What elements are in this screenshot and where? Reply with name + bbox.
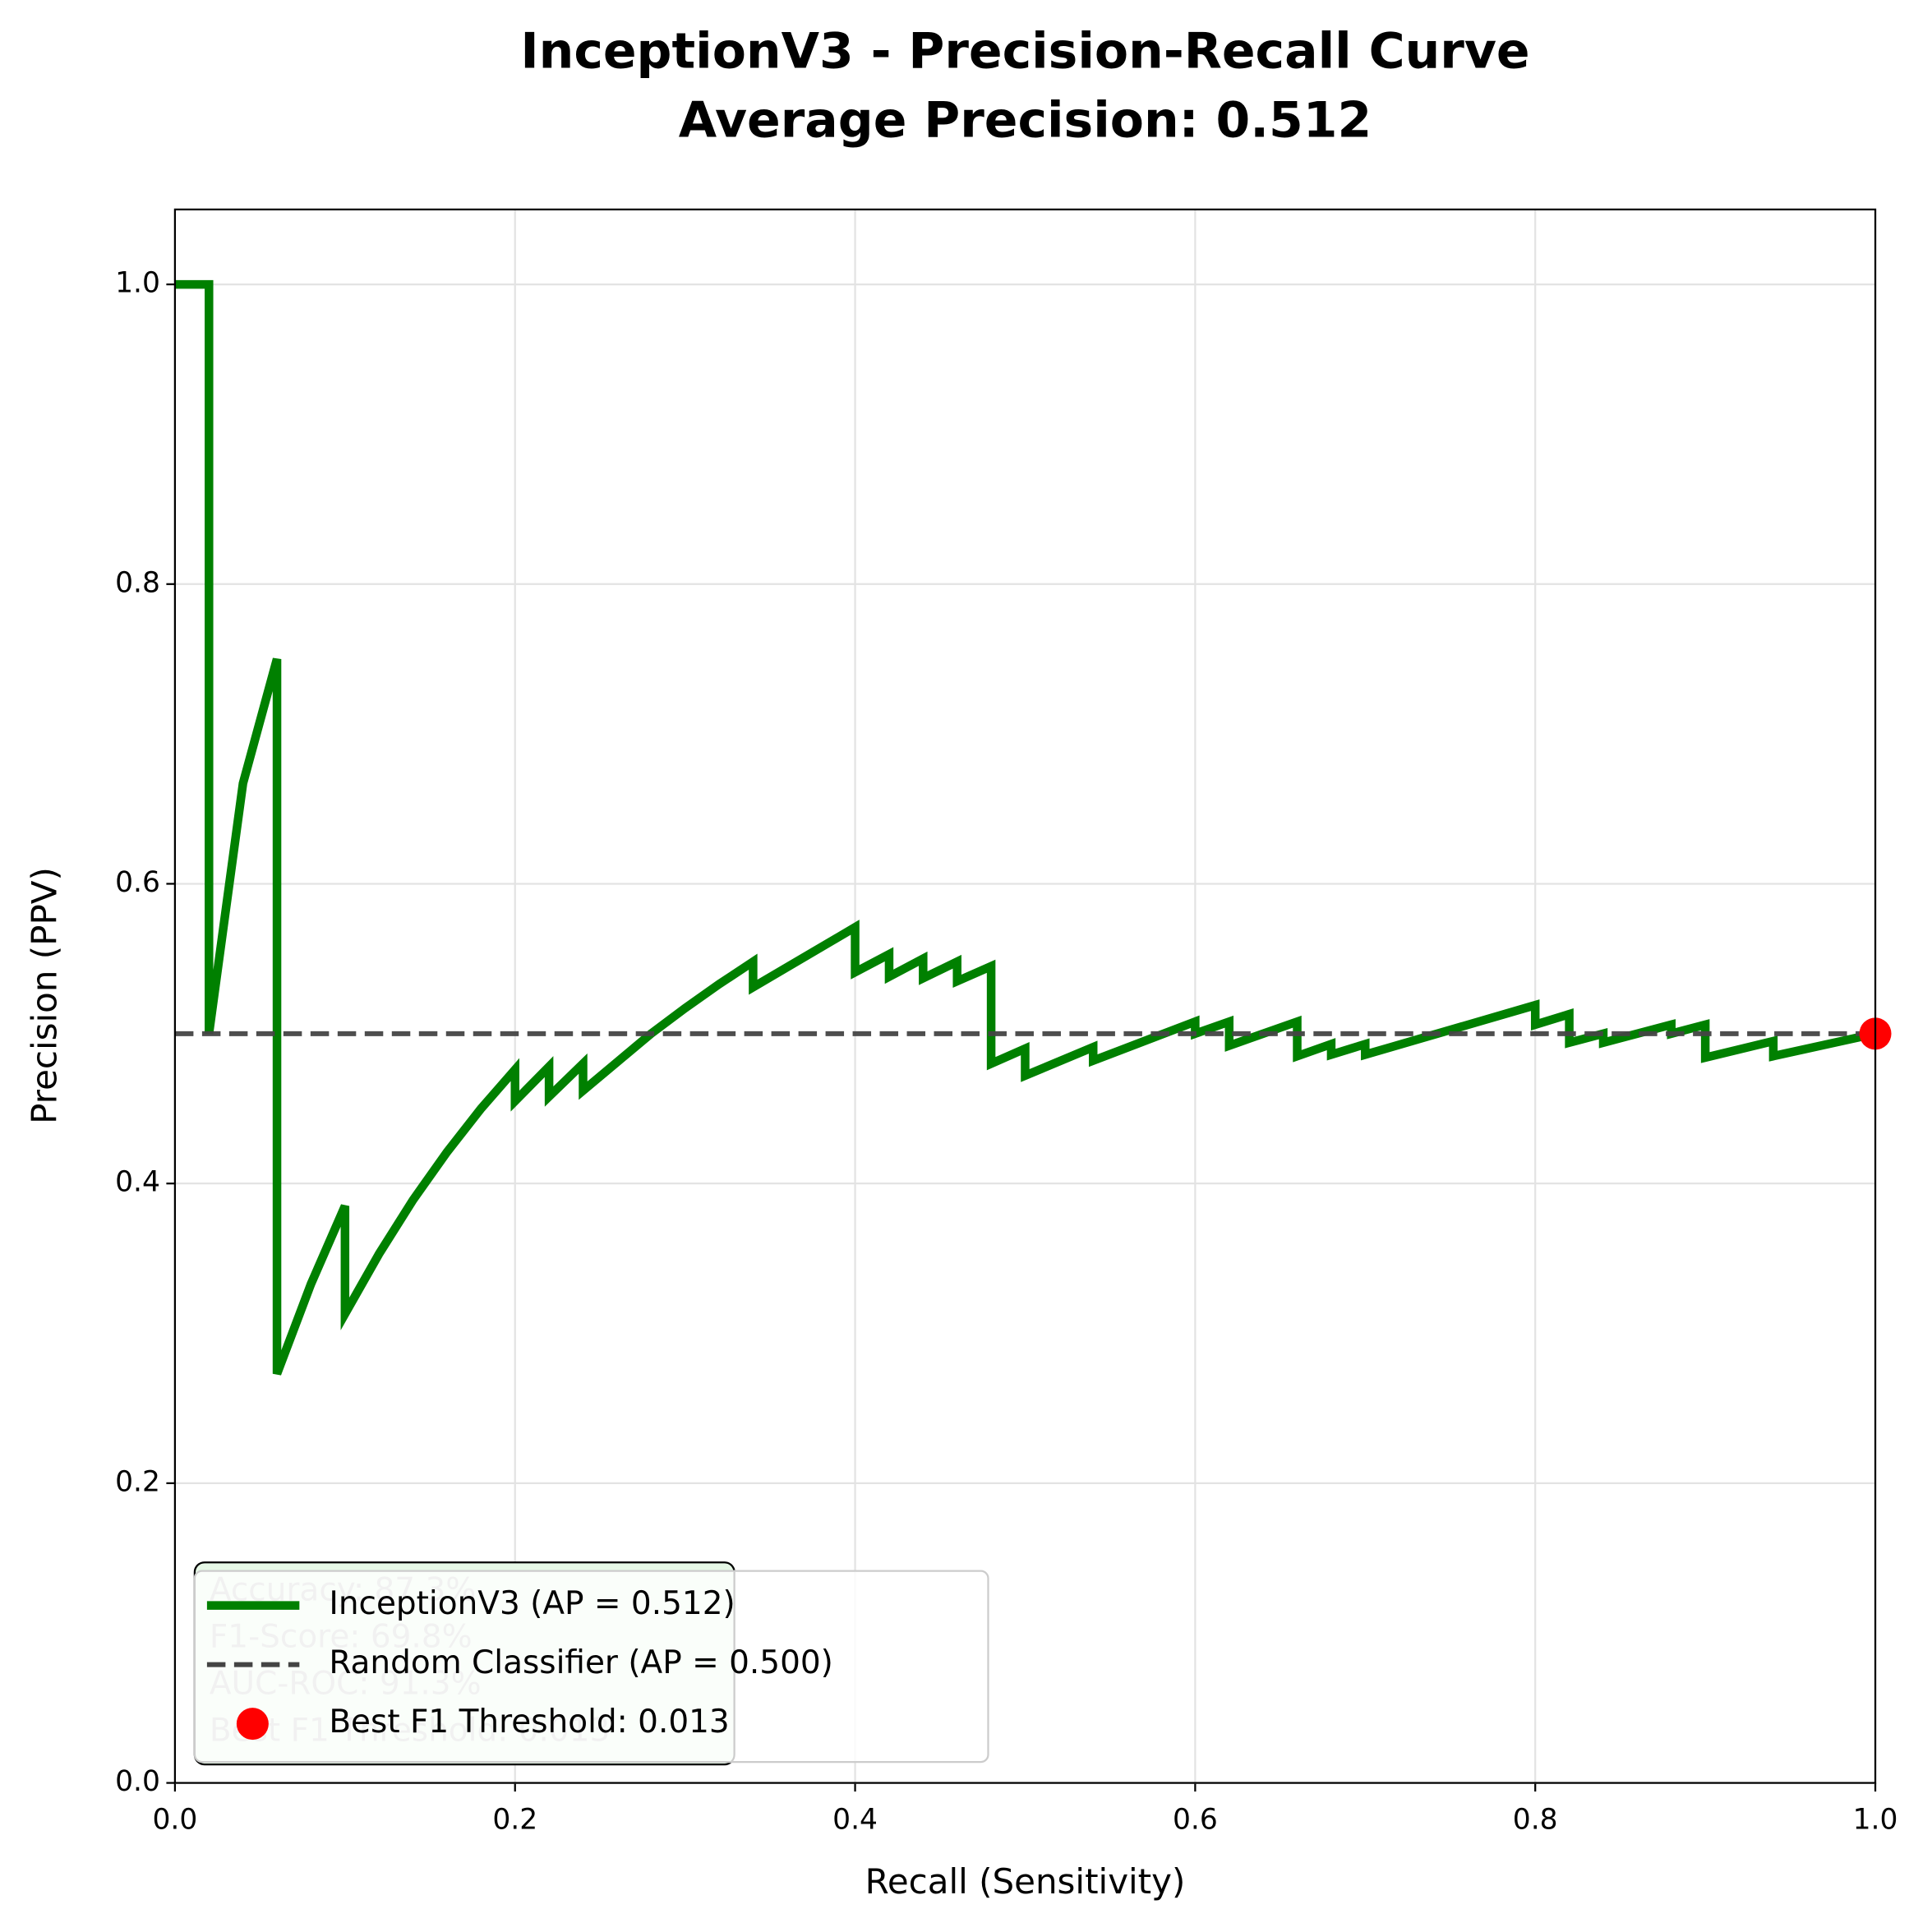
- x-tick-label: 0.6: [1173, 1804, 1218, 1837]
- y-tick-label: 0.6: [115, 866, 160, 899]
- pr-curve: [174, 279, 1877, 1376]
- y-tick-label: 0.4: [115, 1166, 160, 1199]
- x-tick-label: 0.2: [492, 1804, 537, 1837]
- legend-label: Best F1 Threshold: 0.013: [329, 1704, 729, 1741]
- legend-box: [193, 1570, 989, 1764]
- chart-subtitle: Average Precision: 0.512: [679, 92, 1372, 150]
- x-tick-label: 0.0: [152, 1804, 197, 1837]
- axes-frame: [173, 208, 1877, 1784]
- x-tick-label: 1.0: [1853, 1804, 1898, 1837]
- y-tick-label: 0.2: [115, 1465, 160, 1498]
- legend-label: InceptionV3 (AP = 0.512): [329, 1585, 735, 1622]
- y-tick-label: 1.0: [115, 267, 160, 300]
- y-axis-label: Precision (PPV): [24, 867, 64, 1124]
- x-tick-label: 0.8: [1513, 1804, 1558, 1837]
- x-tick-label: 0.4: [832, 1804, 878, 1837]
- legend-marker: [236, 1708, 269, 1741]
- legend-label: Random Classifier (AP = 0.500): [329, 1644, 833, 1681]
- y-tick-label: 0.0: [115, 1765, 160, 1798]
- y-tick-label: 0.8: [115, 566, 160, 599]
- x-axis-label: Recall (Sensitivity): [865, 1861, 1186, 1902]
- chart-title: InceptionV3 - Precision-Recall Curve: [520, 23, 1529, 81]
